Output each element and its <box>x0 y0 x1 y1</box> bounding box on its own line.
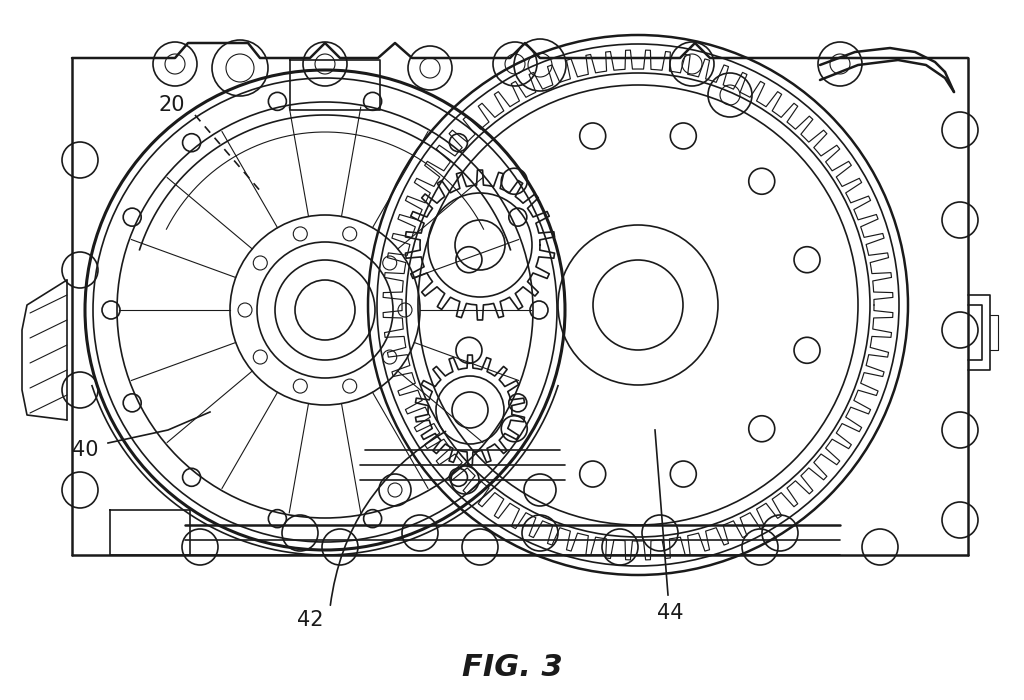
Text: FIG. 3: FIG. 3 <box>462 654 562 682</box>
Text: 44: 44 <box>656 603 683 623</box>
Text: 42: 42 <box>297 610 324 630</box>
Text: 20: 20 <box>159 95 185 115</box>
Text: 40: 40 <box>72 440 98 460</box>
